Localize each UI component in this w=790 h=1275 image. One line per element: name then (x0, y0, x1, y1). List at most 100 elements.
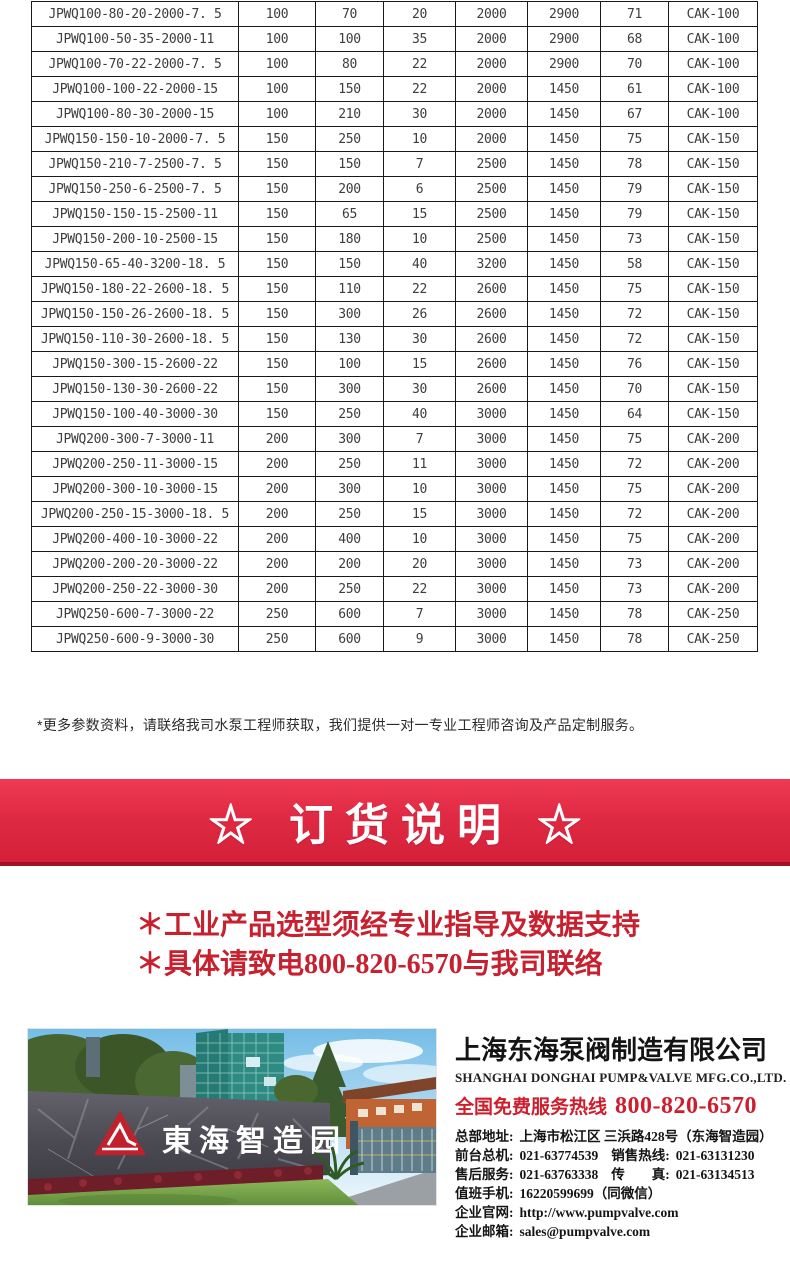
table-cell: JPWQ250-600-7-3000-22 (31, 601, 239, 627)
contact-pair: 销售热线: 021-63131230 (611, 1148, 754, 1163)
table-cell: 20 (383, 551, 456, 577)
tree (274, 1075, 318, 1107)
table-cell: 20 (383, 1, 456, 27)
company-campus-photo: 東海智造园 (27, 1028, 437, 1206)
table-cell: 3000 (455, 626, 528, 652)
table-cell: JPWQ100-50-35-2000-11 (31, 26, 239, 52)
table-cell: 200 (238, 476, 316, 502)
table-cell: 72 (600, 301, 669, 327)
table-cell: 3200 (455, 251, 528, 277)
table-cell: 1450 (527, 176, 601, 202)
table-cell: CAK-150 (668, 276, 758, 302)
table-cell: 150 (238, 201, 316, 227)
donghai-logo-icon (94, 1111, 146, 1155)
contact-value: 16220599699（同微信） (519, 1186, 662, 1201)
table-cell: JPWQ200-300-7-3000-11 (31, 426, 239, 452)
table-cell: 15 (383, 501, 456, 527)
table-cell: 1450 (527, 151, 601, 177)
table-cell: CAK-200 (668, 426, 758, 452)
campus-photo-art: 東海智造园 (28, 1029, 436, 1205)
table-cell: 1450 (527, 426, 601, 452)
table-cell: 1450 (527, 476, 601, 502)
table-row: JPWQ100-100-22-2000-15 100 150 22 2000 1450 61… (31, 76, 758, 102)
table-cell: 10 (383, 226, 456, 252)
table-cell: 61 (600, 76, 669, 102)
table-cell: JPWQ200-250-15-3000-18. 5 (31, 501, 239, 527)
table-cell: 150 (238, 151, 316, 177)
table-row: JPWQ150-110-30-2600-18. 5 150 130 30 2600 145… (31, 326, 758, 352)
table-cell: JPWQ100-100-22-2000-15 (31, 76, 239, 102)
table-cell: 250 (315, 451, 384, 477)
service-hotline: 全国免费服务热线 800-820-6570 (455, 1092, 790, 1120)
campus-sign-text: 東海智造园 (162, 1125, 347, 1158)
table-cell: 10 (383, 126, 456, 152)
lawn-shadow (58, 1194, 238, 1205)
glass-building (180, 1029, 284, 1107)
table-cell: 7 (383, 601, 456, 627)
table-cell: 68 (600, 26, 669, 52)
pump-spec-table: JPWQ100-80-20-2000-7. 5 100 70 20 2000 2900 71… (31, 1, 758, 652)
table-cell: 65 (315, 201, 384, 227)
table-cell: 11 (383, 451, 456, 477)
table-cell: 1450 (527, 226, 601, 252)
table-cell: 9 (383, 626, 456, 652)
table-cell: 1450 (527, 626, 601, 652)
table-cell: CAK-150 (668, 301, 758, 327)
table-cell: 150 (238, 276, 316, 302)
table-cell: 150 (238, 126, 316, 152)
table-cell: CAK-200 (668, 451, 758, 477)
table-cell: JPWQ200-200-20-3000-22 (31, 551, 239, 577)
table-cell: 200 (315, 551, 384, 577)
table-cell: 250 (238, 626, 316, 652)
table-row: JPWQ100-80-30-2000-15 100 210 30 2000 1450 67 C… (31, 101, 758, 127)
contact-pair: 售后服务: 021-63763338 (455, 1167, 598, 1182)
table-cell: 2500 (455, 151, 528, 177)
table-cell: JPWQ150-300-15-2600-22 (31, 351, 239, 377)
table-cell: 110 (315, 276, 384, 302)
table-cell: 400 (315, 526, 384, 552)
table-cell: 2600 (455, 376, 528, 402)
table-cell: CAK-150 (668, 326, 758, 352)
table-cell: 150 (238, 226, 316, 252)
table-cell: 72 (600, 326, 669, 352)
table-cell: 3000 (455, 476, 528, 502)
table-cell: 600 (315, 601, 384, 627)
table-cell: 2000 (455, 126, 528, 152)
table-cell: 1450 (527, 401, 601, 427)
company-name-en: SHANGHAI DONGHAI PUMP&VALVE MFG.CO.,LTD. (455, 1070, 787, 1085)
table-cell: JPWQ150-100-40-3000-30 (31, 401, 239, 427)
table-cell: 15 (383, 351, 456, 377)
hotline-label: 全国免费服务热线 (455, 1097, 608, 1118)
table-row: JPWQ150-210-7-2500-7. 5 150 150 7 2500 1450 78… (31, 151, 758, 177)
table-cell: 150 (315, 76, 384, 102)
table-row: JPWQ150-130-30-2600-22 150 300 30 2600 1450 70… (31, 376, 758, 402)
contact-line: 前台总机: 021-63774539 销售热线: 021-63131230 (455, 1146, 790, 1165)
table-cell: 200 (238, 501, 316, 527)
table-cell: 3000 (455, 576, 528, 602)
table-row: JPWQ100-50-35-2000-11 100 100 35 2000 2900 68 C… (31, 26, 758, 52)
table-row: JPWQ150-150-10-2000-7. 5 150 250 10 2000 1450… (31, 126, 758, 152)
table-cell: 100 (238, 51, 316, 77)
table-cell: 1450 (527, 101, 601, 127)
table-cell: CAK-150 (668, 151, 758, 177)
contact-line: 值班手机: 16220599699（同微信） (455, 1184, 790, 1203)
selection-notice: ＊工业产品选型须经专业指导及数据支持 ＊具体请致电800-820-6570与我司… (136, 906, 640, 984)
table-row: JPWQ200-250-15-3000-18. 5 200 250 15 3000 145… (31, 501, 758, 527)
table-row: JPWQ150-150-26-2600-18. 5 150 300 26 2600 145… (31, 301, 758, 327)
table-cell: 73 (600, 551, 669, 577)
table-cell: JPWQ150-210-7-2500-7. 5 (31, 151, 239, 177)
table-cell: 2600 (455, 276, 528, 302)
table-row: JPWQ150-65-40-3200-18. 5 150 150 40 3200 1450… (31, 251, 758, 277)
table-cell: 58 (600, 251, 669, 277)
table-cell: 200 (238, 551, 316, 577)
table-cell: 3000 (455, 501, 528, 527)
table-cell: 79 (600, 201, 669, 227)
contact-value: http://www.pumpvalve.com (519, 1205, 679, 1220)
table-cell: 300 (315, 376, 384, 402)
table-cell: 100 (238, 76, 316, 102)
table-cell: 2500 (455, 226, 528, 252)
table-cell: 2900 (527, 1, 601, 27)
table-cell: JPWQ150-200-10-2500-15 (31, 226, 239, 252)
table-cell: 22 (383, 76, 456, 102)
